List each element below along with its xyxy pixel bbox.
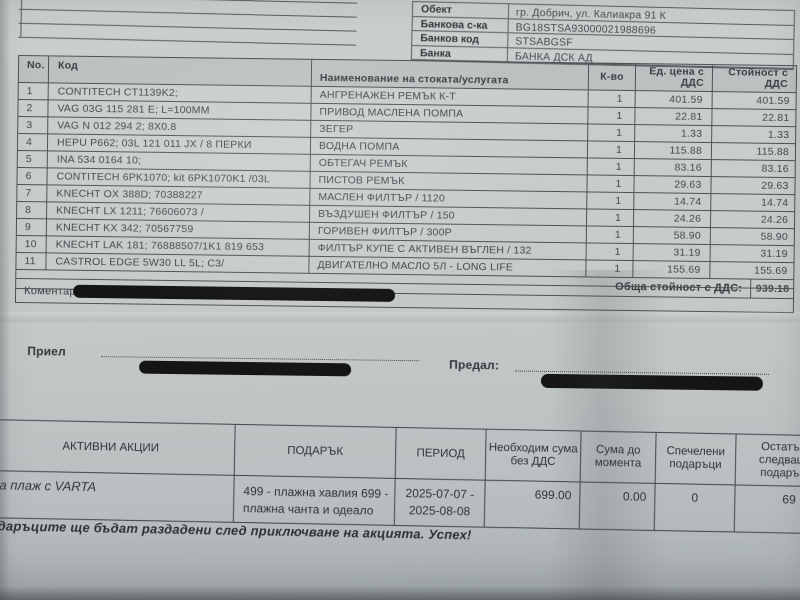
promo-header-remainder: Остатък следващ подарък: [758, 440, 800, 480]
promo-sum-so-far: 0.00: [579, 482, 656, 530]
promo-table: АКТИВНИ АКЦИИ ПОДАРЪК ПЕРИОД Необходим с…: [0, 419, 800, 535]
promo-header-gifts-won: Спечелени подаръци: [655, 432, 737, 485]
promo-period: 2025-07-07 - 2025-08-08: [394, 478, 486, 527]
promo-campaign: а плаж с VARTA: [0, 471, 235, 522]
promo-header-required-sum: Необходим сума без ДДС: [485, 429, 582, 482]
promo-remainder: 69: [782, 492, 796, 507]
promo-header-campaigns: АКТИВНИ АКЦИИ: [0, 420, 236, 475]
promo-gifts-won: 0: [654, 483, 736, 532]
promo-gift: 499 - плажна хавлия 699 - плажна чанта и…: [233, 475, 396, 525]
promo-header-gift: ПОДАРЪК: [234, 424, 397, 478]
promo-header-sum-so-far: Сума до момента: [580, 431, 657, 483]
promo-header-period: ПЕРИОД: [395, 427, 487, 480]
promo-required-sum: 699.00: [484, 480, 581, 529]
